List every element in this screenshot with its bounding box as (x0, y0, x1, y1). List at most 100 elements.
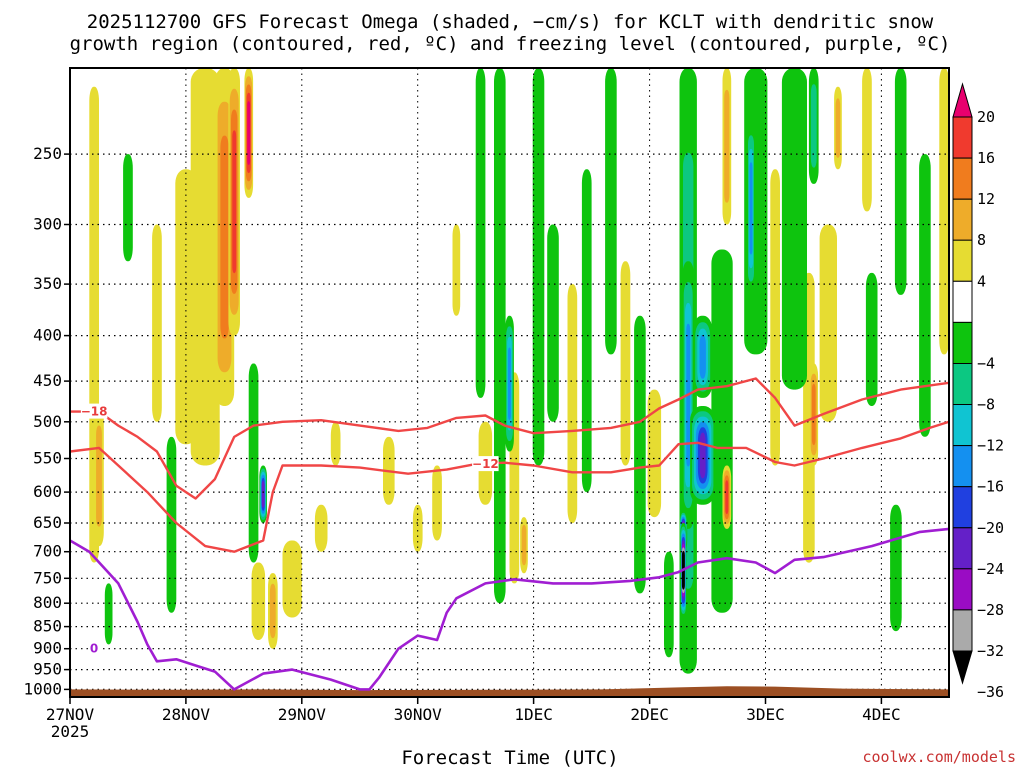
omega-band (547, 224, 559, 422)
dgz-contour-label: −12 (472, 457, 499, 471)
chart-title-line-2: growth region (contoured, red, ºC) and f… (70, 33, 951, 55)
chart-title-line-1: 2025112700 GFS Forecast Omega (shaded, −… (87, 11, 934, 33)
colorbar-bin (952, 198, 973, 241)
x-tick-label: 28NOV (162, 705, 211, 724)
omega-cell (770, 169, 780, 466)
colorbar-bin (952, 527, 973, 570)
omega-cell (452, 224, 461, 316)
omega-band (268, 573, 278, 649)
omega-band (747, 122, 755, 295)
x-tick-label: 27NOV (46, 705, 95, 724)
colorbar-tick-label: 4 (977, 272, 986, 290)
omega-cell (699, 334, 706, 379)
omega-cell (620, 261, 631, 466)
colorbar-tick-label: −24 (977, 560, 1004, 578)
omega-band (781, 68, 807, 390)
colorbar-tick-label: 20 (977, 108, 995, 126)
colorbar-tick-label: −12 (977, 437, 1004, 455)
y-axis: 250 300 350 400 450 500 550 600 650 700 750 800 850 9… (23, 144, 70, 698)
omega-band (770, 169, 780, 466)
omega-band (248, 363, 259, 563)
omega-cell (247, 101, 251, 165)
omega-cell (865, 272, 878, 406)
omega-band (244, 68, 254, 198)
omega-band (620, 261, 631, 466)
y-tick-label: 300 (33, 215, 62, 234)
colorbar-bin (952, 157, 973, 200)
omega-band (152, 224, 162, 422)
omega-cell (724, 89, 730, 203)
colorbar-bin (952, 116, 973, 159)
omega-band (834, 86, 842, 170)
freezing-level-line (70, 527, 949, 691)
omega-cell (232, 130, 237, 274)
freezing-level-contours: 0 (70, 527, 949, 691)
omega-cell (220, 135, 229, 339)
x-tick-label: 3DEC (746, 705, 785, 724)
omega-band (809, 363, 819, 466)
y-tick-label: 500 (33, 412, 62, 431)
omega-cell (581, 169, 592, 493)
omega-cell (781, 68, 807, 390)
freezing-level-label-bg (88, 640, 100, 656)
colorbar-bin (952, 486, 973, 529)
y-tick-label: 750 (33, 568, 62, 587)
omega-band (664, 551, 674, 658)
y-tick-label: 400 (33, 326, 62, 345)
colorbar-bin (952, 239, 973, 282)
colorbar-bin (952, 280, 973, 323)
omega-band (865, 272, 878, 406)
y-tick-label: 900 (33, 639, 62, 658)
omega-band (808, 68, 819, 184)
omega-cell (862, 68, 872, 212)
omega-band (520, 517, 528, 574)
colorbar-bin (952, 445, 973, 488)
colorbar-tick-label: −4 (977, 355, 995, 373)
omega-band (647, 389, 662, 518)
dgz-contour-label: −18 (81, 405, 108, 419)
y-tick-label: 600 (33, 482, 62, 501)
omega-cell (248, 363, 259, 563)
omega-band (228, 68, 240, 336)
colorbar-tick-label: −16 (977, 478, 1004, 496)
colorbar-tick-label: 16 (977, 149, 995, 167)
colorbar-bottom-triangle (952, 650, 973, 685)
omega-cell (432, 465, 442, 541)
x-tick-label: 1DEC (514, 705, 553, 724)
omega-cell (508, 347, 511, 420)
dgz-contour-label-bg (80, 403, 108, 419)
omega-band (104, 583, 113, 645)
omega-band (605, 68, 617, 355)
omega-cell (699, 432, 706, 479)
omega-band (894, 68, 907, 295)
omega-band (919, 154, 931, 437)
omega-band (330, 421, 341, 466)
omega-cell (605, 68, 617, 355)
y-tick-label: 850 (33, 617, 62, 636)
omega-cell (725, 480, 729, 515)
colorbar-tick-label: −32 (977, 642, 1004, 660)
omega-band (690, 406, 716, 505)
dgz-contours: −18 −12 (70, 377, 949, 553)
omega-cell (547, 224, 559, 422)
omega-band (475, 68, 486, 398)
omega-cell (412, 504, 423, 552)
omega-band (862, 68, 872, 212)
omega-cell (314, 504, 328, 552)
omega-band (452, 224, 461, 316)
colorbar-tick-label: −20 (977, 519, 1004, 537)
plot-frame (69, 67, 950, 698)
dgz-contour-line (70, 377, 949, 500)
omega-cell (811, 383, 816, 446)
colorbar-bin (952, 568, 973, 611)
omega-cell (123, 154, 133, 262)
colorbar-bin (952, 609, 973, 652)
omega-band (432, 465, 442, 541)
omega-band (581, 169, 592, 493)
colorbar-tick-label: 8 (977, 231, 986, 249)
omega-cell (269, 583, 276, 639)
omega-cell (890, 504, 902, 632)
omega-cell (521, 524, 527, 566)
terrain-ground (70, 686, 949, 697)
